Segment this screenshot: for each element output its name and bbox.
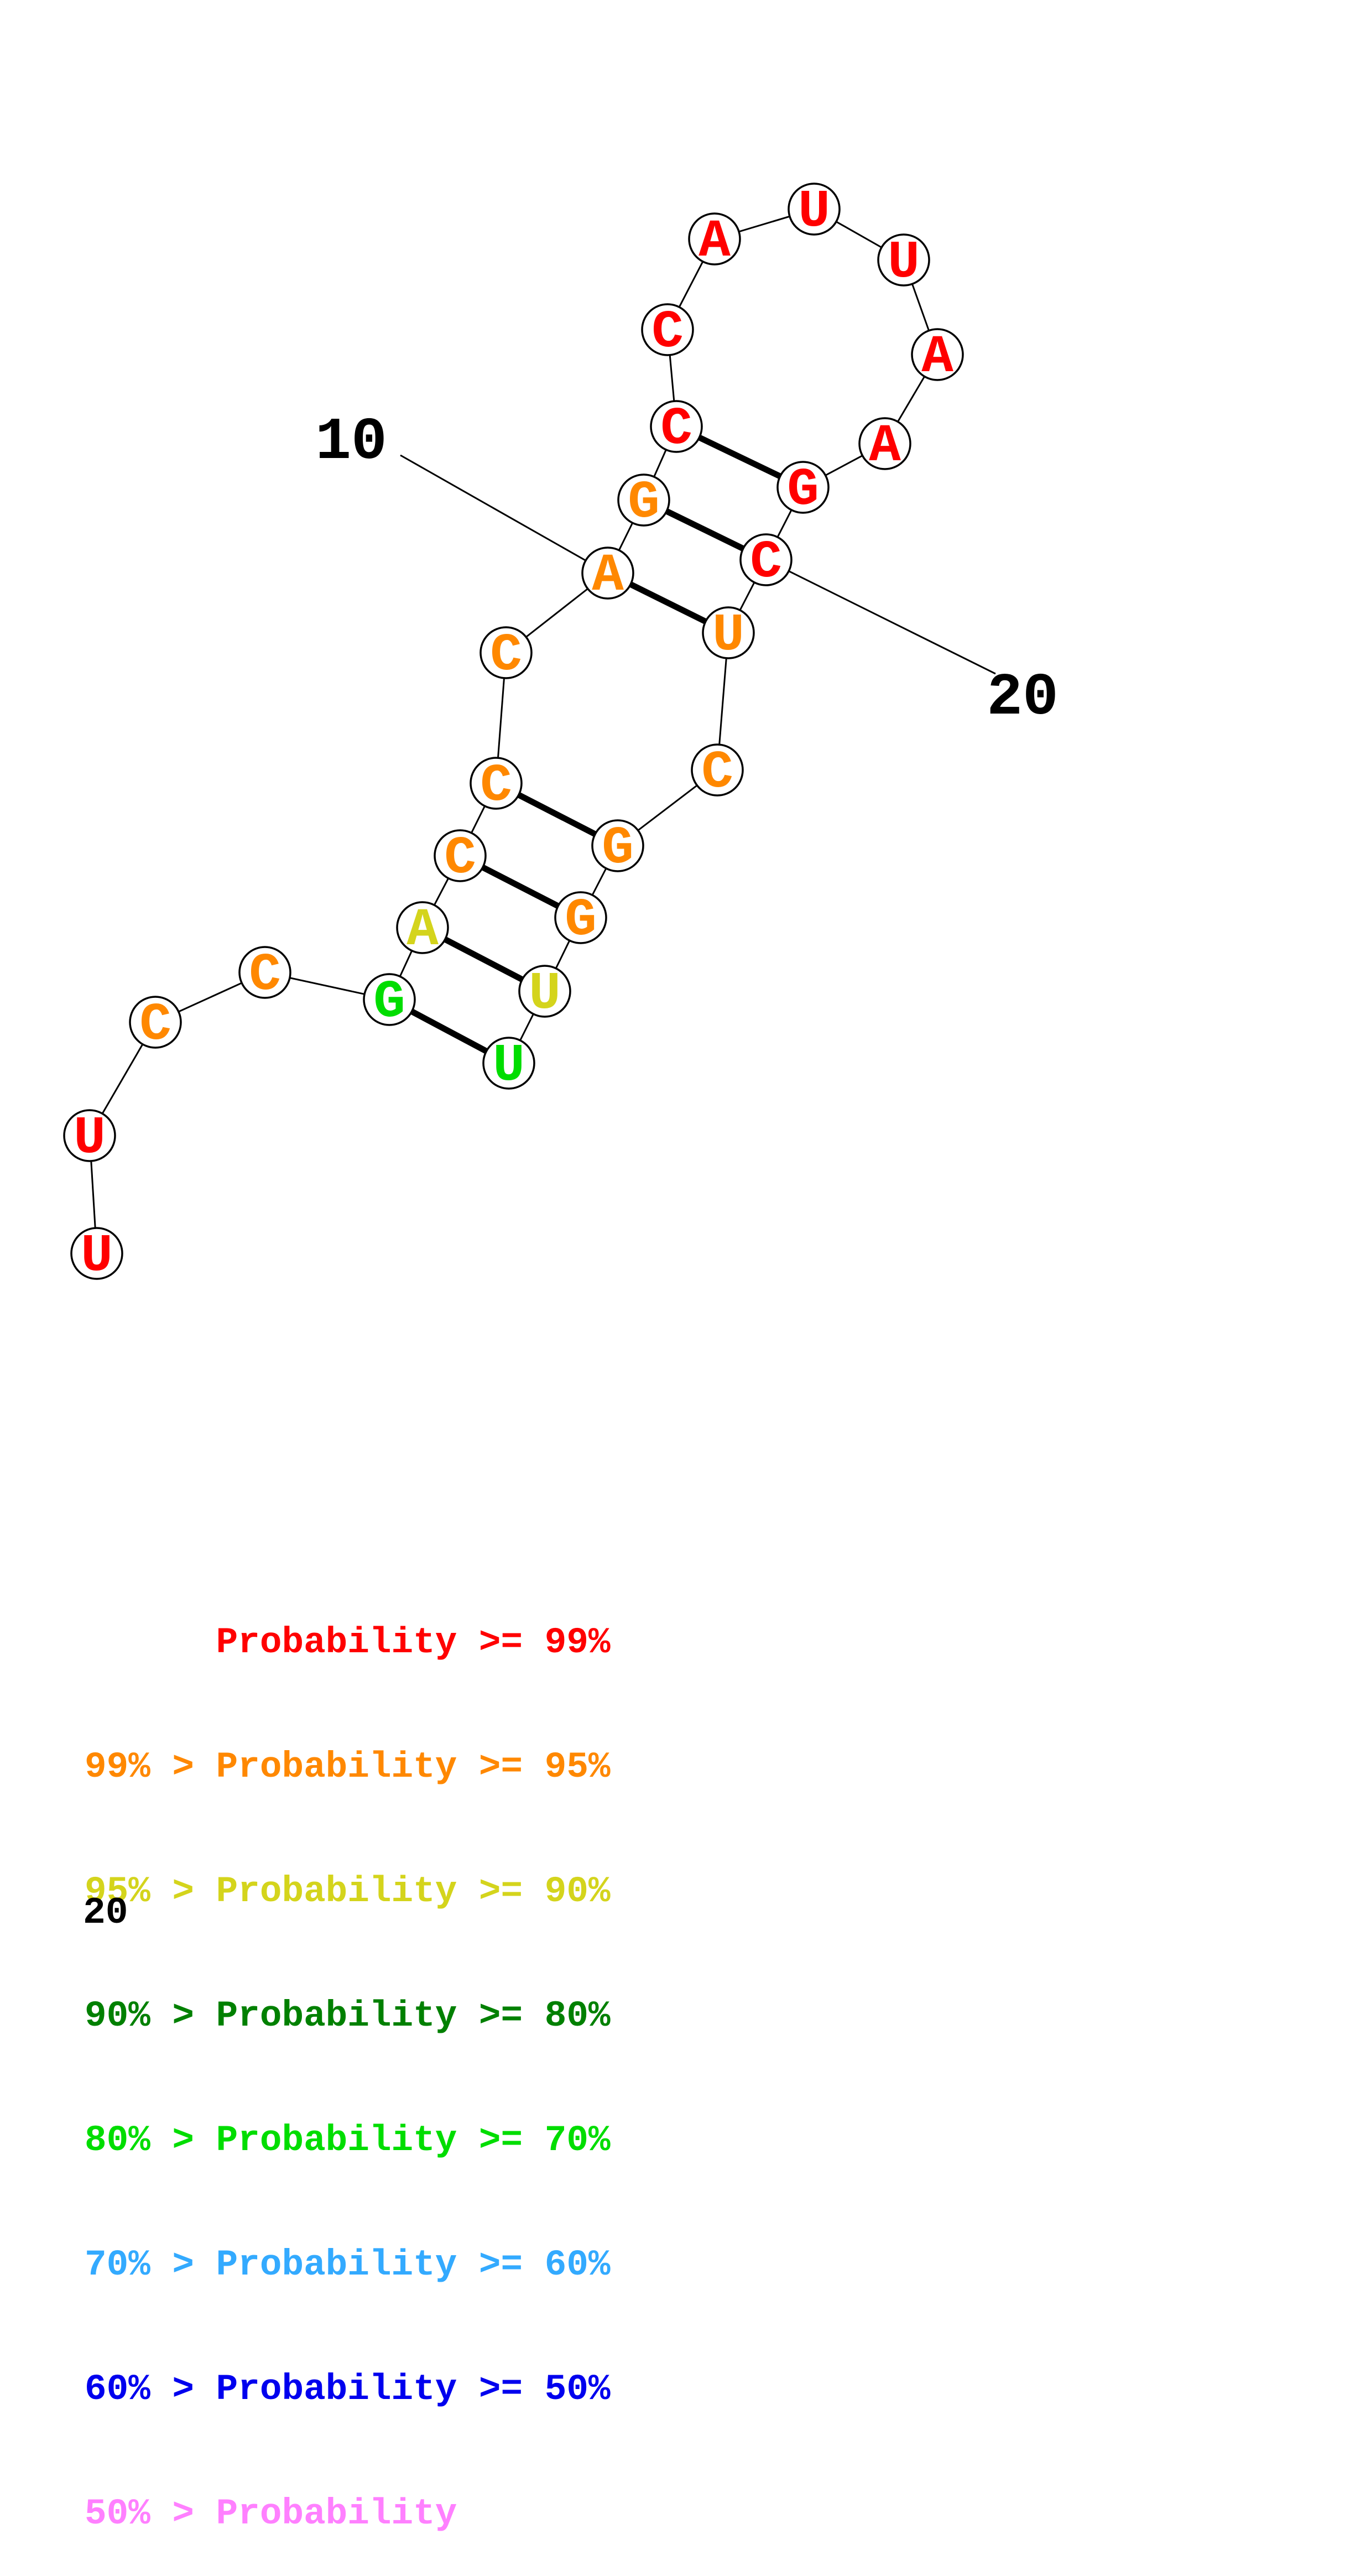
nucleotide-base: G — [373, 972, 405, 1032]
position-label-line — [400, 454, 608, 574]
nucleotide-circle — [617, 473, 670, 527]
nucleotide-7: C — [434, 828, 487, 888]
nucleotide-circle — [434, 829, 487, 882]
nucleotide-19: G — [776, 460, 830, 520]
nucleotide-26: U — [482, 1035, 535, 1096]
nucleotide-circle — [650, 400, 703, 453]
nucleotide-base: G — [565, 890, 597, 950]
nucleotide-8: C — [470, 756, 523, 816]
nucleotide-circle — [70, 1227, 123, 1280]
nucleotide-6: A — [396, 900, 449, 960]
nucleotide-17: A — [911, 327, 964, 387]
nucleotide-base: C — [480, 756, 512, 816]
nucleotide-circle — [396, 901, 449, 954]
legend-row-p99: Probability >= 99% — [85, 1622, 611, 1663]
nucleotide-base: C — [701, 742, 733, 803]
nucleotide-base: G — [787, 460, 819, 520]
nucleotide-base: C — [750, 532, 782, 592]
nucleotide-circle — [554, 891, 607, 944]
nucleotide-circle — [238, 946, 291, 999]
nucleotide-base: C — [249, 945, 281, 1005]
legend-row-p80: 90% > Probability >= 80% — [85, 1995, 611, 2037]
nucleotide-base: A — [406, 900, 439, 960]
nucleotide-circle — [470, 757, 523, 810]
nucleotide-24: G — [554, 890, 607, 950]
nucleotide-base: C — [139, 995, 171, 1055]
nucleotide-base: A — [592, 545, 624, 606]
nucleotide-base: C — [444, 828, 476, 888]
nucleotide-circle — [518, 965, 571, 1018]
nucleotide-circle — [479, 626, 533, 679]
nucleotide-circle — [581, 547, 634, 600]
nucleotide-11: G — [617, 472, 670, 533]
nucleotide-18: A — [858, 416, 911, 476]
nucleotide-base: U — [712, 605, 744, 665]
nucleotide-base: U — [888, 232, 920, 293]
nucleotide-25: U — [518, 964, 571, 1024]
nucleotide-base: U — [529, 964, 561, 1024]
nucleotide-circle — [776, 461, 830, 514]
nucleotide-4: C — [238, 945, 291, 1005]
nucleotide-base: G — [628, 472, 660, 533]
nucleotide-base: C — [490, 625, 522, 685]
position-label-line — [765, 559, 996, 675]
nucleotide-circle — [641, 303, 694, 356]
legend-row-p90: 95% > Probability >= 90% — [85, 1871, 611, 1912]
nucleotide-circle — [591, 819, 644, 872]
nucleotide-circle — [129, 996, 182, 1049]
nucleotide-base: A — [698, 211, 731, 272]
nucleotide-circle — [877, 233, 930, 287]
nucleotide-circle — [363, 973, 416, 1026]
probability-legend: Probability >= 99% 99% > Probability >= … — [85, 1539, 611, 2576]
nucleotide-10: A — [581, 545, 634, 606]
nucleotide-base: U — [493, 1035, 525, 1096]
nucleotide-circle — [63, 1109, 116, 1162]
nucleotide-3: C — [129, 995, 182, 1055]
legend-row-below50: 50% > Probability — [85, 2493, 457, 2535]
nucleotide-14: A — [688, 211, 741, 272]
nucleotide-1: U — [70, 1226, 123, 1286]
nucleotide-5: G — [363, 972, 416, 1032]
nucleotide-base: U — [81, 1226, 113, 1286]
nucleotide-16: U — [877, 232, 930, 293]
nucleotide-base: G — [602, 818, 634, 878]
position-label: 20 — [987, 664, 1059, 732]
legend-row-p95: 99% > Probability >= 95% — [85, 1746, 611, 1788]
legend-row-p50: 60% > Probability >= 50% — [85, 2369, 611, 2410]
legend-row-p60: 70% > Probability >= 60% — [85, 2244, 611, 2286]
nucleotide-circle — [788, 183, 841, 236]
nucleotide-13: C — [641, 302, 694, 362]
nucleotide-circle — [688, 212, 741, 266]
nucleotide-circle — [858, 417, 911, 470]
nucleotide-circle — [691, 743, 744, 797]
nucleotide-20: C — [739, 532, 793, 592]
nucleotide-15: U — [788, 181, 841, 242]
nucleotide-base: U — [74, 1108, 106, 1168]
nucleotide-base: U — [798, 181, 830, 242]
nucleotide-9: C — [479, 625, 533, 685]
nucleotide-circle — [739, 533, 793, 586]
nucleotide-base: A — [869, 416, 901, 476]
nucleotide-circle — [702, 606, 755, 659]
footer-count-label: 20 — [83, 1892, 128, 1934]
nucleotide-22: C — [691, 742, 744, 803]
nucleotide-circle — [482, 1037, 535, 1090]
nucleotide-base: C — [660, 399, 692, 459]
nucleotide-2: U — [63, 1108, 116, 1168]
nucleotide-12: C — [650, 399, 703, 459]
nucleotide-circle — [911, 328, 964, 381]
legend-row-p70: 80% > Probability >= 70% — [85, 2120, 611, 2161]
nucleotide-base: A — [921, 327, 953, 387]
nucleotide-23: G — [591, 818, 644, 878]
position-label: 10 — [315, 409, 387, 476]
nucleotide-21: U — [702, 605, 755, 665]
nucleotide-base: C — [651, 302, 684, 362]
